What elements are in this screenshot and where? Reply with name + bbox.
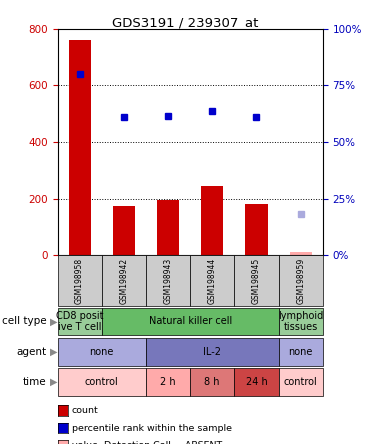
Text: GSM198944: GSM198944 (208, 258, 217, 304)
Text: time: time (23, 377, 46, 387)
Bar (279, 338, 323, 365)
Text: value, Detection Call = ABSENT: value, Detection Call = ABSENT (72, 441, 222, 444)
Text: count: count (72, 406, 98, 415)
Text: GSM198959: GSM198959 (296, 258, 305, 304)
Bar (245, 204, 267, 255)
Text: 8 h: 8 h (204, 377, 220, 387)
Bar (58, 255, 102, 306)
Bar (69, 40, 91, 255)
Text: CD8 posit
ive T cell: CD8 posit ive T cell (56, 311, 104, 332)
Text: GSM198945: GSM198945 (252, 258, 261, 304)
Text: control: control (284, 377, 318, 387)
Bar (279, 308, 323, 335)
Text: ▶: ▶ (50, 377, 58, 387)
Text: control: control (85, 377, 119, 387)
Bar (58, 368, 146, 396)
Bar (146, 255, 190, 306)
Bar (146, 368, 190, 396)
Text: 24 h: 24 h (246, 377, 267, 387)
Bar (58, 338, 146, 365)
Bar (279, 368, 323, 396)
Bar (190, 255, 234, 306)
Bar (102, 308, 279, 335)
Text: Natural killer cell: Natural killer cell (148, 317, 232, 326)
Bar (146, 338, 279, 365)
Bar (113, 206, 135, 255)
Text: GSM198943: GSM198943 (164, 258, 173, 304)
Bar (279, 255, 323, 306)
Text: agent: agent (16, 347, 46, 357)
Text: percentile rank within the sample: percentile rank within the sample (72, 424, 232, 432)
Bar (234, 255, 279, 306)
Text: IL-2: IL-2 (203, 347, 221, 357)
Text: GSM198958: GSM198958 (75, 258, 84, 304)
Text: ▶: ▶ (50, 347, 58, 357)
Bar (157, 200, 179, 255)
Text: cell type: cell type (2, 317, 46, 326)
Text: GSM198942: GSM198942 (119, 258, 128, 304)
Text: none: none (289, 347, 313, 357)
Bar (201, 186, 223, 255)
Text: none: none (89, 347, 114, 357)
Text: lymphoid
tissues: lymphoid tissues (278, 311, 323, 332)
Text: GDS3191 / 239307_at: GDS3191 / 239307_at (112, 16, 259, 28)
Bar (234, 368, 279, 396)
Bar (290, 253, 312, 255)
Text: ▶: ▶ (50, 317, 58, 326)
Bar (58, 308, 102, 335)
Bar (190, 368, 234, 396)
Text: 2 h: 2 h (160, 377, 176, 387)
Bar (102, 255, 146, 306)
